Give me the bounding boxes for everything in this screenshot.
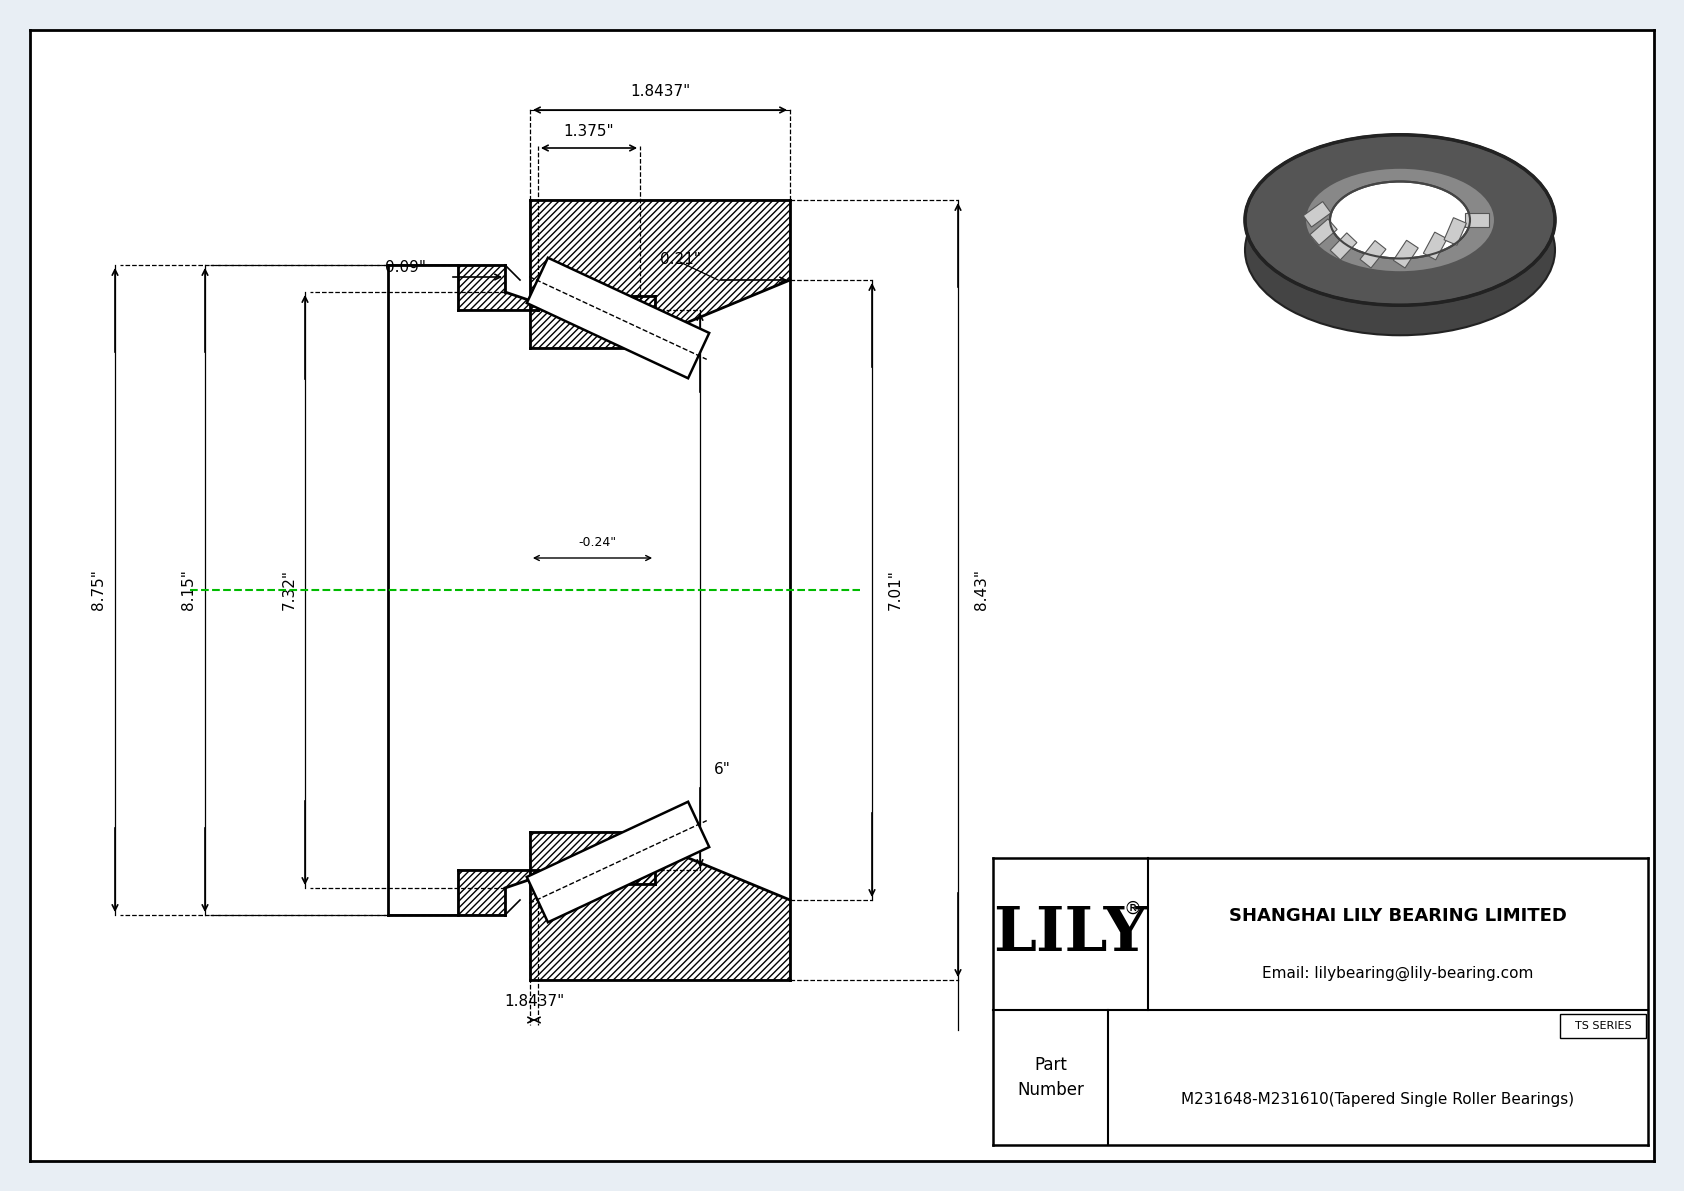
Text: 8.15": 8.15": [182, 569, 197, 611]
Text: 8.43": 8.43": [973, 569, 989, 611]
Text: M231648-M231610(Tapered Single Roller Bearings): M231648-M231610(Tapered Single Roller Be…: [1182, 1092, 1575, 1106]
Text: 7.01": 7.01": [887, 569, 903, 611]
Text: 0.21": 0.21": [660, 252, 701, 268]
Bar: [1559, 1014, 1645, 1039]
Text: LILY: LILY: [994, 904, 1148, 964]
Text: 1.8437": 1.8437": [504, 994, 564, 1010]
Text: 1.8437": 1.8437": [630, 85, 690, 100]
Text: 6": 6": [714, 762, 731, 778]
Text: 8.75": 8.75": [91, 569, 106, 611]
Text: TS SERIES: TS SERIES: [1575, 1021, 1632, 1031]
Ellipse shape: [1330, 181, 1470, 258]
Bar: [1423, 232, 1447, 260]
Bar: [1303, 201, 1330, 227]
Text: -0.24": -0.24": [578, 536, 616, 549]
Polygon shape: [527, 257, 709, 379]
Text: Email: lilybearing@lily-bearing.com: Email: lilybearing@lily-bearing.com: [1263, 966, 1534, 980]
Polygon shape: [527, 802, 709, 922]
Bar: [1310, 219, 1337, 245]
Bar: [1393, 241, 1418, 268]
Text: 1.375": 1.375": [564, 125, 615, 139]
Bar: [1445, 218, 1467, 245]
Bar: [1361, 241, 1386, 268]
Ellipse shape: [1305, 168, 1495, 273]
Bar: [1330, 233, 1357, 260]
Ellipse shape: [1244, 135, 1554, 305]
Text: SHANGHAI LILY BEARING LIMITED: SHANGHAI LILY BEARING LIMITED: [1229, 908, 1566, 925]
Text: Part
Number: Part Number: [1017, 1056, 1084, 1099]
Text: ®: ®: [1123, 900, 1142, 918]
Text: 7.32": 7.32": [281, 569, 296, 611]
Text: 0.09": 0.09": [384, 260, 426, 274]
Bar: [1465, 213, 1489, 227]
Ellipse shape: [1244, 164, 1554, 335]
